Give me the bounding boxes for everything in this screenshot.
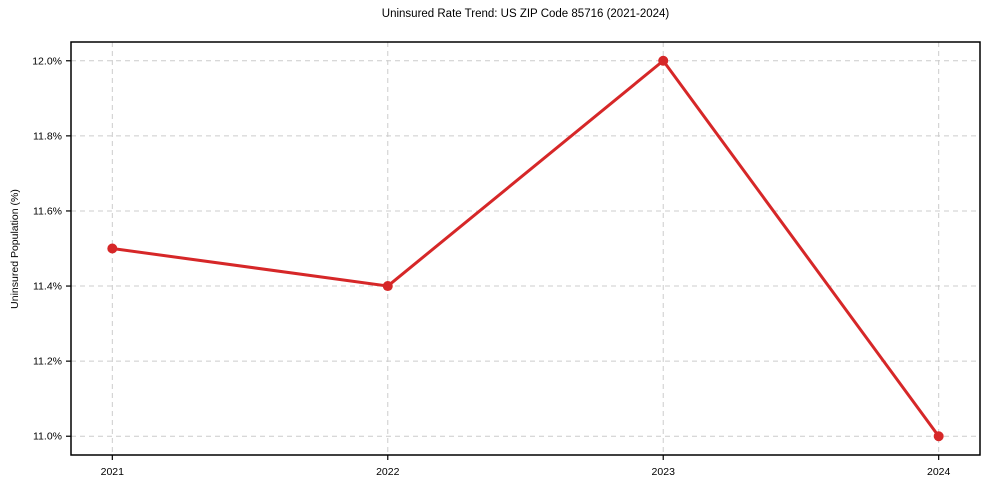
x-tick-label: 2021 [101,466,125,478]
y-tick-label: 11.2% [33,356,62,368]
data-point-marker [658,55,669,66]
chart-title: Uninsured Rate Trend: US ZIP Code 85716 … [381,8,670,20]
x-tick-label: 2024 [927,466,951,478]
data-point-marker [933,431,944,442]
trend-line [110,59,941,438]
y-tick-label: 11.4% [33,281,62,293]
y-tick-label: 11.8% [33,130,62,142]
x-tick-label: 2023 [652,466,676,478]
y-tick-label: 11.6% [33,205,62,217]
y-tick-label: 11.0% [33,431,62,443]
y-tick-label: 12.0% [32,55,62,67]
x-tick-label: 2022 [376,466,400,478]
data-point-marker [382,281,393,292]
plot-border [70,41,981,456]
data-point-marker [107,243,118,254]
